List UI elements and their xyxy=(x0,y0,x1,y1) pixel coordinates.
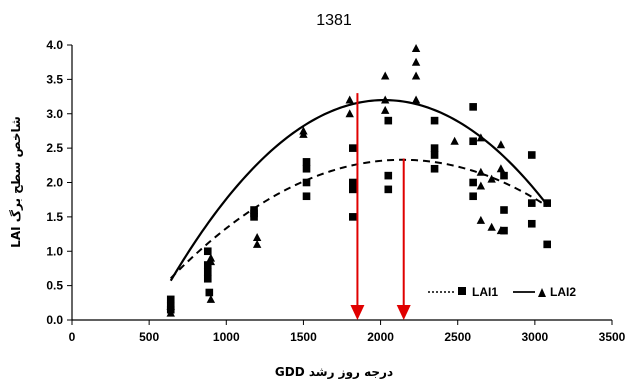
point-lai2 xyxy=(381,105,390,114)
point-lai2 xyxy=(476,167,486,176)
point-lai1 xyxy=(543,199,551,207)
point-lai1 xyxy=(430,144,439,152)
x-tick-label: 1500 xyxy=(290,330,317,344)
point-lai1 xyxy=(166,295,175,304)
y-tick-label: 2.0 xyxy=(46,176,63,190)
point-lai1 xyxy=(500,171,508,180)
point-lai1 xyxy=(469,103,477,111)
point-lai2 xyxy=(411,71,421,80)
point-lai1 xyxy=(469,137,477,146)
point-lai1 xyxy=(349,185,357,194)
point-lai1 xyxy=(527,199,536,207)
x-tick-label: 0 xyxy=(69,330,76,344)
y-axis-ticks: 0.0 0.5 1.0 1.5 2.0 2.5 3.0 3.5 4.0 xyxy=(46,38,72,327)
data-points xyxy=(166,43,551,317)
point-lai1 xyxy=(384,116,393,125)
point-lai1 xyxy=(384,171,393,180)
arrow-head xyxy=(396,305,411,320)
point-lai1 xyxy=(500,226,508,235)
legend-lai2-label: LAI2 xyxy=(550,285,576,299)
point-lai2 xyxy=(411,43,421,52)
y-tick-label: 4.0 xyxy=(46,38,63,52)
point-lai2 xyxy=(166,308,175,317)
point-lai2 xyxy=(476,133,486,142)
legend: LAI1 LAI2 xyxy=(428,285,576,299)
y-tick-label: 0.5 xyxy=(46,279,63,293)
y-tick-label: 3.5 xyxy=(46,72,63,86)
point-lai1 xyxy=(469,178,477,187)
point-lai1 xyxy=(349,144,357,152)
x-tick-label: 3000 xyxy=(522,330,549,344)
point-lai2 xyxy=(450,136,459,145)
point-lai2 xyxy=(476,181,486,190)
point-lai2 xyxy=(252,233,262,241)
point-lai1 xyxy=(469,192,477,201)
point-lai1 xyxy=(203,274,212,283)
point-lai1 xyxy=(384,185,393,194)
x-axis-title: GDD درجه روز رشد xyxy=(275,365,393,380)
point-lai2 xyxy=(476,215,486,224)
chart-title: 1381 xyxy=(316,12,352,29)
point-lai1 xyxy=(250,213,258,221)
point-lai2 xyxy=(411,95,421,104)
legend-lai1-label: LAI1 xyxy=(472,285,498,299)
point-lai2 xyxy=(299,129,308,138)
point-lai1 xyxy=(500,206,508,214)
y-tick-label: 3.0 xyxy=(46,107,63,121)
x-tick-label: 1000 xyxy=(213,330,240,344)
y-tick-label: 0.0 xyxy=(46,313,63,327)
point-lai2 xyxy=(345,109,354,118)
y-tick-label: 1.5 xyxy=(46,210,63,224)
point-lai1 xyxy=(430,116,439,125)
point-lai1 xyxy=(302,192,311,201)
point-lai2 xyxy=(345,95,354,104)
point-lai1 xyxy=(302,178,311,187)
point-lai2 xyxy=(411,57,421,66)
point-lai2 xyxy=(496,164,506,173)
arrow-head xyxy=(350,305,365,320)
point-lai1 xyxy=(205,288,214,297)
point-lai2 xyxy=(496,226,506,235)
point-lai1 xyxy=(527,219,536,228)
point-lai2 xyxy=(381,95,390,104)
point-lai1 xyxy=(302,158,311,166)
trend-lines xyxy=(169,98,549,282)
point-lai1 xyxy=(203,268,212,276)
point-lai1 xyxy=(430,151,439,159)
point-lai2 xyxy=(206,294,216,303)
fit-line-lai2 xyxy=(169,98,549,282)
point-lai1 xyxy=(543,240,551,249)
x-axis-ticks: 0 500 1000 1500 2000 2500 3000 3500 xyxy=(69,320,626,344)
point-lai1 xyxy=(302,164,311,173)
legend-lai1-marker xyxy=(458,287,466,295)
point-lai2 xyxy=(487,222,496,231)
legend-lai2-marker xyxy=(538,288,546,297)
point-lai2 xyxy=(381,71,390,80)
y-tick-label: 1.0 xyxy=(46,244,63,258)
x-tick-label: 2000 xyxy=(367,330,394,344)
plot-area xyxy=(71,45,612,321)
point-lai1 xyxy=(203,247,212,256)
point-lai1 xyxy=(430,164,439,173)
x-tick-label: 2500 xyxy=(444,330,471,344)
arrow-annotations xyxy=(350,93,411,320)
y-axis-title: LAI شاخص سطح برگ xyxy=(8,116,23,248)
point-lai2 xyxy=(206,257,216,266)
point-lai1 xyxy=(349,213,357,221)
point-lai2 xyxy=(496,140,506,149)
point-lai2 xyxy=(252,239,262,248)
point-lai2 xyxy=(487,174,496,183)
point-lai2 xyxy=(166,301,175,310)
point-lai1 xyxy=(527,151,536,159)
y-tick-label: 2.5 xyxy=(46,141,63,155)
x-tick-label: 500 xyxy=(139,330,159,344)
x-tick-label: 3500 xyxy=(599,330,626,344)
